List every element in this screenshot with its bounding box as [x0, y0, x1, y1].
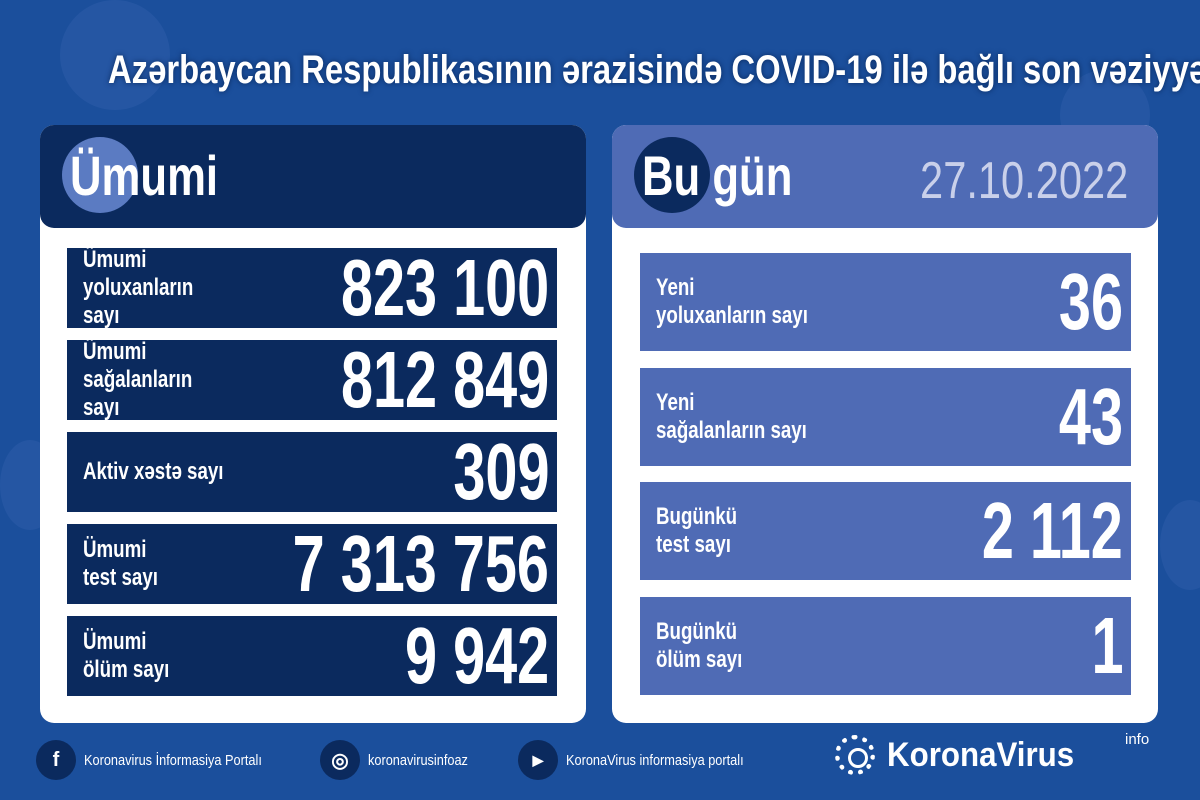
youtube-link[interactable]: KoronaVirus informasiya portalı — [566, 751, 744, 769]
total-card: Ümumi Ümumi yoluxanların sayı 823 100 Ümu… — [40, 125, 586, 723]
stat-row-total-deaths: Ümumi ölüm sayı 9 942 — [67, 611, 557, 700]
footer-youtube[interactable]: ▶ KoronaVirus informasiya portalı — [518, 740, 775, 780]
stat-label: Bugünkü test sayı — [656, 503, 738, 558]
koronavirus-logo: KoronaVirus info — [835, 731, 1149, 775]
stat-label: Yeni yoluxanların sayı — [656, 274, 808, 329]
brand-name: KoronaVirus — [887, 735, 1075, 774]
stat-row-new-recovered: Yeni sağalanların sayı 43 — [640, 368, 1131, 466]
facebook-link[interactable]: Koronavirus İnformasiya Portalı — [84, 751, 262, 769]
today-header: Bu gün 27.10.2022 — [612, 125, 1158, 228]
stat-row-active: Aktiv xəstə sayı 309 — [67, 427, 557, 516]
stat-label: Bugünkü ölüm sayı — [656, 618, 743, 673]
instagram-link[interactable]: koronavirusinfoaz — [368, 751, 468, 769]
page-title: Azərbaycan Respublikasının ərazisində CO… — [108, 48, 1200, 92]
facebook-icon: f — [36, 740, 76, 780]
brand-sup: info — [1125, 731, 1150, 748]
stat-value: 2 112 — [982, 486, 1123, 575]
today-card: Bu gün 27.10.2022 Yeni yoluxanların sayı… — [612, 125, 1158, 723]
stat-value: 9 942 — [404, 611, 549, 700]
stat-row-total-tests: Ümumi test sayı 7 313 756 — [67, 519, 557, 608]
stat-value: 43 — [1058, 372, 1123, 461]
stat-row-total-recovered: Ümumi sağalanların sayı 812 849 — [67, 335, 557, 424]
sun-virus-icon — [835, 735, 875, 775]
virus-decoration — [60, 0, 170, 110]
stat-value: 309 — [452, 427, 549, 516]
stat-value: 823 100 — [340, 243, 549, 332]
stat-value: 1 — [1090, 601, 1123, 690]
stat-row-today-deaths: Bugünkü ölüm sayı 1 — [640, 597, 1131, 695]
youtube-icon: ▶ — [518, 740, 558, 780]
footer-facebook[interactable]: f Koronavirus İnformasiya Portalı — [36, 740, 293, 780]
stat-label: Ümumi sağalanların sayı — [83, 338, 193, 421]
stat-row-today-tests: Bugünkü test sayı 2 112 — [640, 482, 1131, 580]
virus-decoration — [1160, 500, 1200, 590]
instagram-icon: ◎ — [320, 740, 360, 780]
stat-label: Ümumi ölüm sayı — [83, 628, 170, 683]
stat-label: Ümumi yoluxanların sayı — [83, 246, 194, 329]
stat-value: 36 — [1058, 257, 1123, 346]
total-title: Ümumi — [70, 144, 219, 207]
today-title: Bu gün — [642, 144, 793, 207]
virus-icon — [634, 137, 710, 213]
stat-row-total-cases: Ümumi yoluxanların sayı 823 100 — [67, 243, 557, 332]
stat-label: Ümumi test sayı — [83, 536, 158, 591]
virus-icon — [62, 137, 138, 213]
stat-value: 812 849 — [340, 335, 549, 424]
stat-label: Aktiv xəstə sayı — [83, 458, 224, 485]
footer-instagram[interactable]: ◎ koronavirusinfoaz — [320, 740, 486, 780]
total-header: Ümumi — [40, 125, 586, 228]
stat-row-new-cases: Yeni yoluxanların sayı 36 — [640, 253, 1131, 351]
stat-value: 7 313 756 — [292, 519, 549, 608]
date: 27.10.2022 — [919, 152, 1128, 210]
stat-label: Yeni sağalanların sayı — [656, 389, 807, 444]
